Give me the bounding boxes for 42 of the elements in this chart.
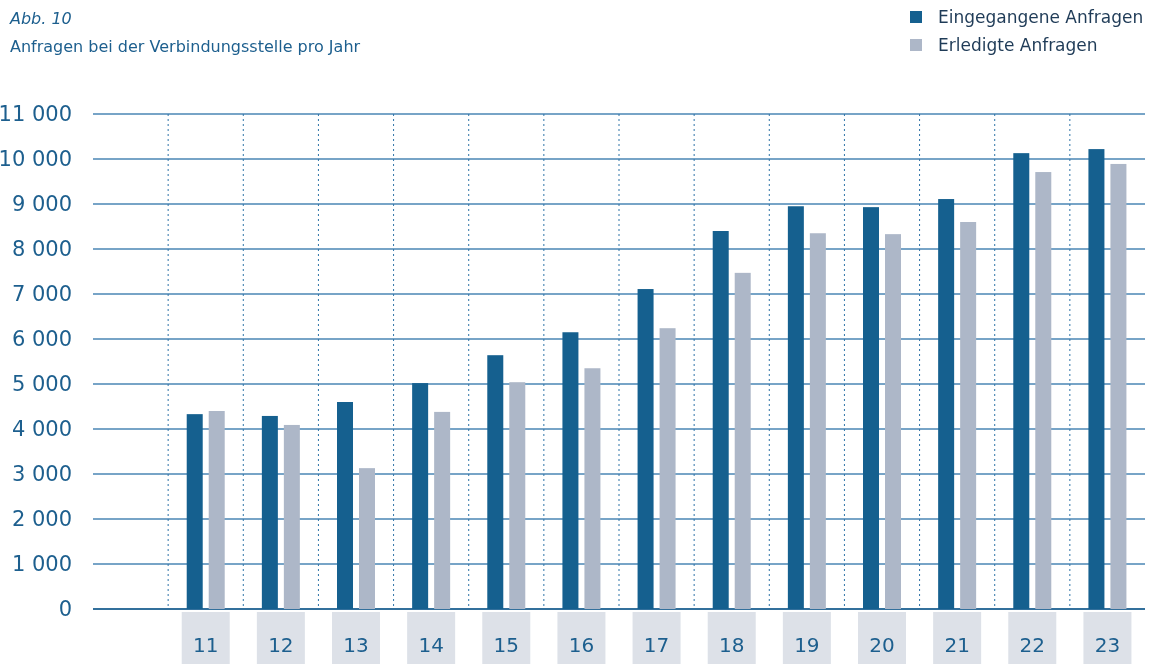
bar [359, 468, 375, 609]
x-tick-label: 16 [568, 633, 595, 657]
bar [885, 234, 901, 609]
y-tick-label: 0 [58, 597, 72, 622]
y-tick-label: 11 000 [0, 102, 72, 127]
bar [584, 368, 601, 609]
y-tick-label: 3 000 [11, 462, 72, 487]
bar [509, 382, 526, 609]
bar [1035, 172, 1052, 609]
y-tick-label: 10 000 [0, 147, 72, 172]
x-tick-label: 12 [268, 633, 294, 657]
y-tick-label: 4 000 [11, 417, 72, 442]
y-tick-label: 9 000 [11, 192, 72, 217]
x-tick-label: 20 [869, 633, 895, 657]
legend-label: Erledigte Anfragen [938, 35, 1098, 55]
bar [208, 411, 225, 609]
bar [283, 424, 300, 609]
bar [734, 272, 751, 609]
bar [960, 222, 977, 609]
x-tick-label: 14 [418, 633, 444, 657]
bar [434, 411, 451, 609]
y-tick-label: 2 000 [11, 507, 72, 532]
bar [1110, 163, 1127, 609]
y-tick-label: 1 000 [11, 552, 72, 577]
x-tick-label: 17 [643, 633, 670, 657]
bar [659, 328, 676, 609]
x-tick-label: 13 [343, 633, 369, 657]
x-tick-label: 15 [493, 633, 520, 657]
chart-title: Abb. 10 [9, 9, 72, 28]
x-tick-label: 18 [718, 633, 745, 657]
y-tick-label: 8 000 [11, 237, 72, 262]
x-tick-label: 19 [794, 633, 820, 657]
x-tick-label: 22 [1019, 633, 1046, 657]
y-tick-label: 7 000 [11, 282, 72, 307]
x-tick-label: 23 [1094, 633, 1121, 657]
legend-label: Eingegangene Anfragen [938, 7, 1144, 27]
x-tick-label: 11 [192, 633, 219, 657]
y-tick-label: 6 000 [11, 327, 72, 352]
x-tick-label: 21 [944, 633, 970, 657]
chart-subtitle: Anfragen bei der Verbindungsstelle pro Jahr [10, 37, 361, 56]
bar [809, 233, 826, 609]
y-tick-label: 5 000 [11, 372, 72, 397]
